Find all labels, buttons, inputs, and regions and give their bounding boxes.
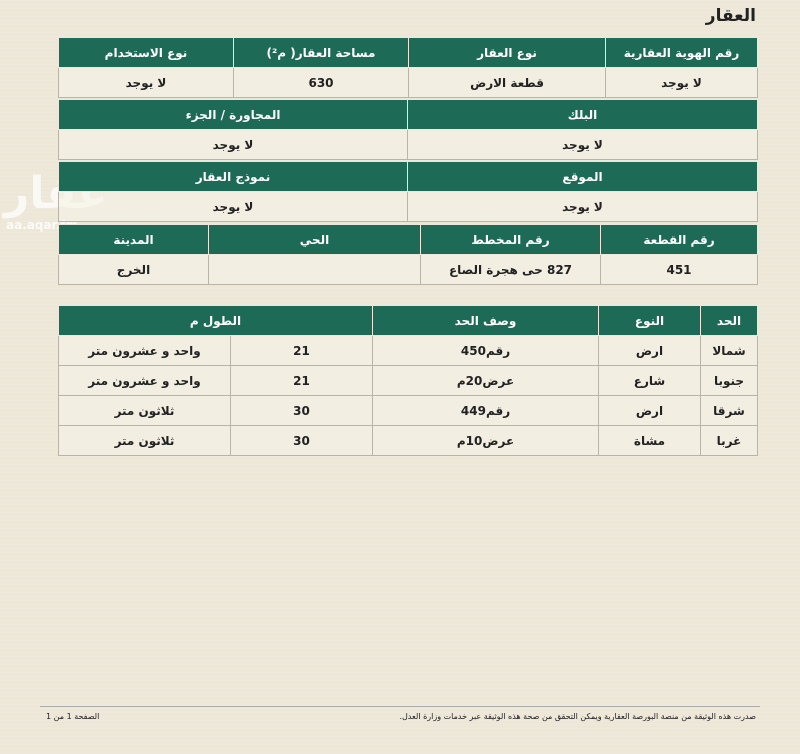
value-cell: الخرج — [58, 254, 209, 285]
header-row: الحد النوع وصف الحد الطول م — [58, 305, 758, 336]
value-cell: لا يوجد — [407, 191, 758, 222]
boundary-cell: 30 — [230, 425, 373, 456]
header-cell: الحي — [208, 224, 421, 255]
table: البلك المجاورة / الجزء لا يوجد لا يوجد — [58, 99, 758, 160]
header-cell: نوع العقار — [408, 37, 606, 68]
header-row: البلك المجاورة / الجزء — [58, 99, 758, 130]
boundary-cell: شمالا — [700, 335, 758, 366]
page-number: الصفحة 1 من 1 — [46, 712, 100, 721]
value-cell: لا يوجد — [605, 67, 758, 98]
boundary-row: جنوبا شارع عرض20م 21 واحد و عشرون متر — [58, 365, 758, 396]
boundary-cell: عرض10م — [372, 425, 599, 456]
header-row: رقم القطعة رقم المخطط الحي المدينة — [58, 224, 758, 255]
boundary-cell: رقم449 — [372, 395, 599, 426]
section-title: العقار — [705, 6, 756, 26]
header-cell: نوع الاستخدام — [58, 37, 234, 68]
boundary-cell: مشاة — [598, 425, 701, 456]
table: الموقع نموذج العقار لا يوجد لا يوجد — [58, 161, 758, 222]
boundary-cell: رقم450 — [372, 335, 599, 366]
footer-note: صدرت هذه الوثيقة من منصة البورصة العقاري… — [399, 712, 756, 721]
header-cell: المجاورة / الجزء — [58, 99, 408, 130]
header-cell: المدينة — [58, 224, 209, 255]
boundary-cell: واحد و عشرون متر — [58, 365, 231, 396]
value-row: 451 827 حى هجرة الصاع الخرج — [58, 254, 758, 285]
header-cell: الموقع — [407, 161, 758, 192]
value-cell — [208, 254, 421, 285]
header-row: رقم الهوية العقارية نوع العقار مساحة العقا… — [58, 37, 758, 68]
value-cell: لا يوجد — [58, 67, 234, 98]
boundary-cell: عرض20م — [372, 365, 599, 396]
value-row: لا يوجد لا يوجد — [58, 191, 758, 222]
value-cell: لا يوجد — [407, 129, 758, 160]
boundary-cell: ارض — [598, 395, 701, 426]
boundary-row: شرقا ارض رقم449 30 ثلاثون متر — [58, 395, 758, 426]
header-cell: مساحة العقار( م²) — [233, 37, 409, 68]
value-cell: قطعة الارض — [408, 67, 606, 98]
header-cell: رقم المخطط — [420, 224, 601, 255]
value-row: لا يوجد لا يوجد — [58, 129, 758, 160]
value-cell: لا يوجد — [58, 191, 408, 222]
header-cell: نموذج العقار — [58, 161, 408, 192]
boundary-cell: واحد و عشرون متر — [58, 335, 231, 366]
boundary-cell: شارع — [598, 365, 701, 396]
header-cell: رقم الهوية العقارية — [605, 37, 758, 68]
value-cell: 451 — [600, 254, 758, 285]
boundary-cell: 21 — [230, 365, 373, 396]
value-cell: لا يوجد — [58, 129, 408, 160]
boundary-row: شمالا ارض رقم450 21 واحد و عشرون متر — [58, 335, 758, 366]
boundary-cell: 30 — [230, 395, 373, 426]
value-cell: 630 — [233, 67, 409, 98]
value-cell: 827 حى هجرة الصاع — [420, 254, 601, 285]
table: رقم القطعة رقم المخطط الحي المدينة 451 827 حى… — [58, 224, 758, 285]
header-row: الموقع نموذج العقار — [58, 161, 758, 192]
value-row: لا يوجد قطعة الارض 630 لا يوجد — [58, 67, 758, 98]
boundary-cell: 21 — [230, 335, 373, 366]
header-cell: وصف الحد — [372, 305, 599, 336]
table: الحد النوع وصف الحد الطول م شمالا ارض رقم450 21… — [58, 305, 758, 456]
table: رقم الهوية العقارية نوع العقار مساحة العقا… — [58, 37, 758, 98]
boundary-cell: شرقا — [700, 395, 758, 426]
header-cell: النوع — [598, 305, 701, 336]
header-cell: الطول م — [58, 305, 373, 336]
boundary-cell: ارض — [598, 335, 701, 366]
boundary-row: غربا مشاة عرض10م 30 ثلاثون متر — [58, 425, 758, 456]
header-cell: رقم القطعة — [600, 224, 758, 255]
footer-rule — [40, 706, 760, 707]
header-cell: الحد — [700, 305, 758, 336]
header-cell: البلك — [407, 99, 758, 130]
boundary-cell: غربا — [700, 425, 758, 456]
boundary-cell: ثلاثون متر — [58, 395, 231, 426]
boundary-cell: جنوبا — [700, 365, 758, 396]
boundary-cell: ثلاثون متر — [58, 425, 231, 456]
